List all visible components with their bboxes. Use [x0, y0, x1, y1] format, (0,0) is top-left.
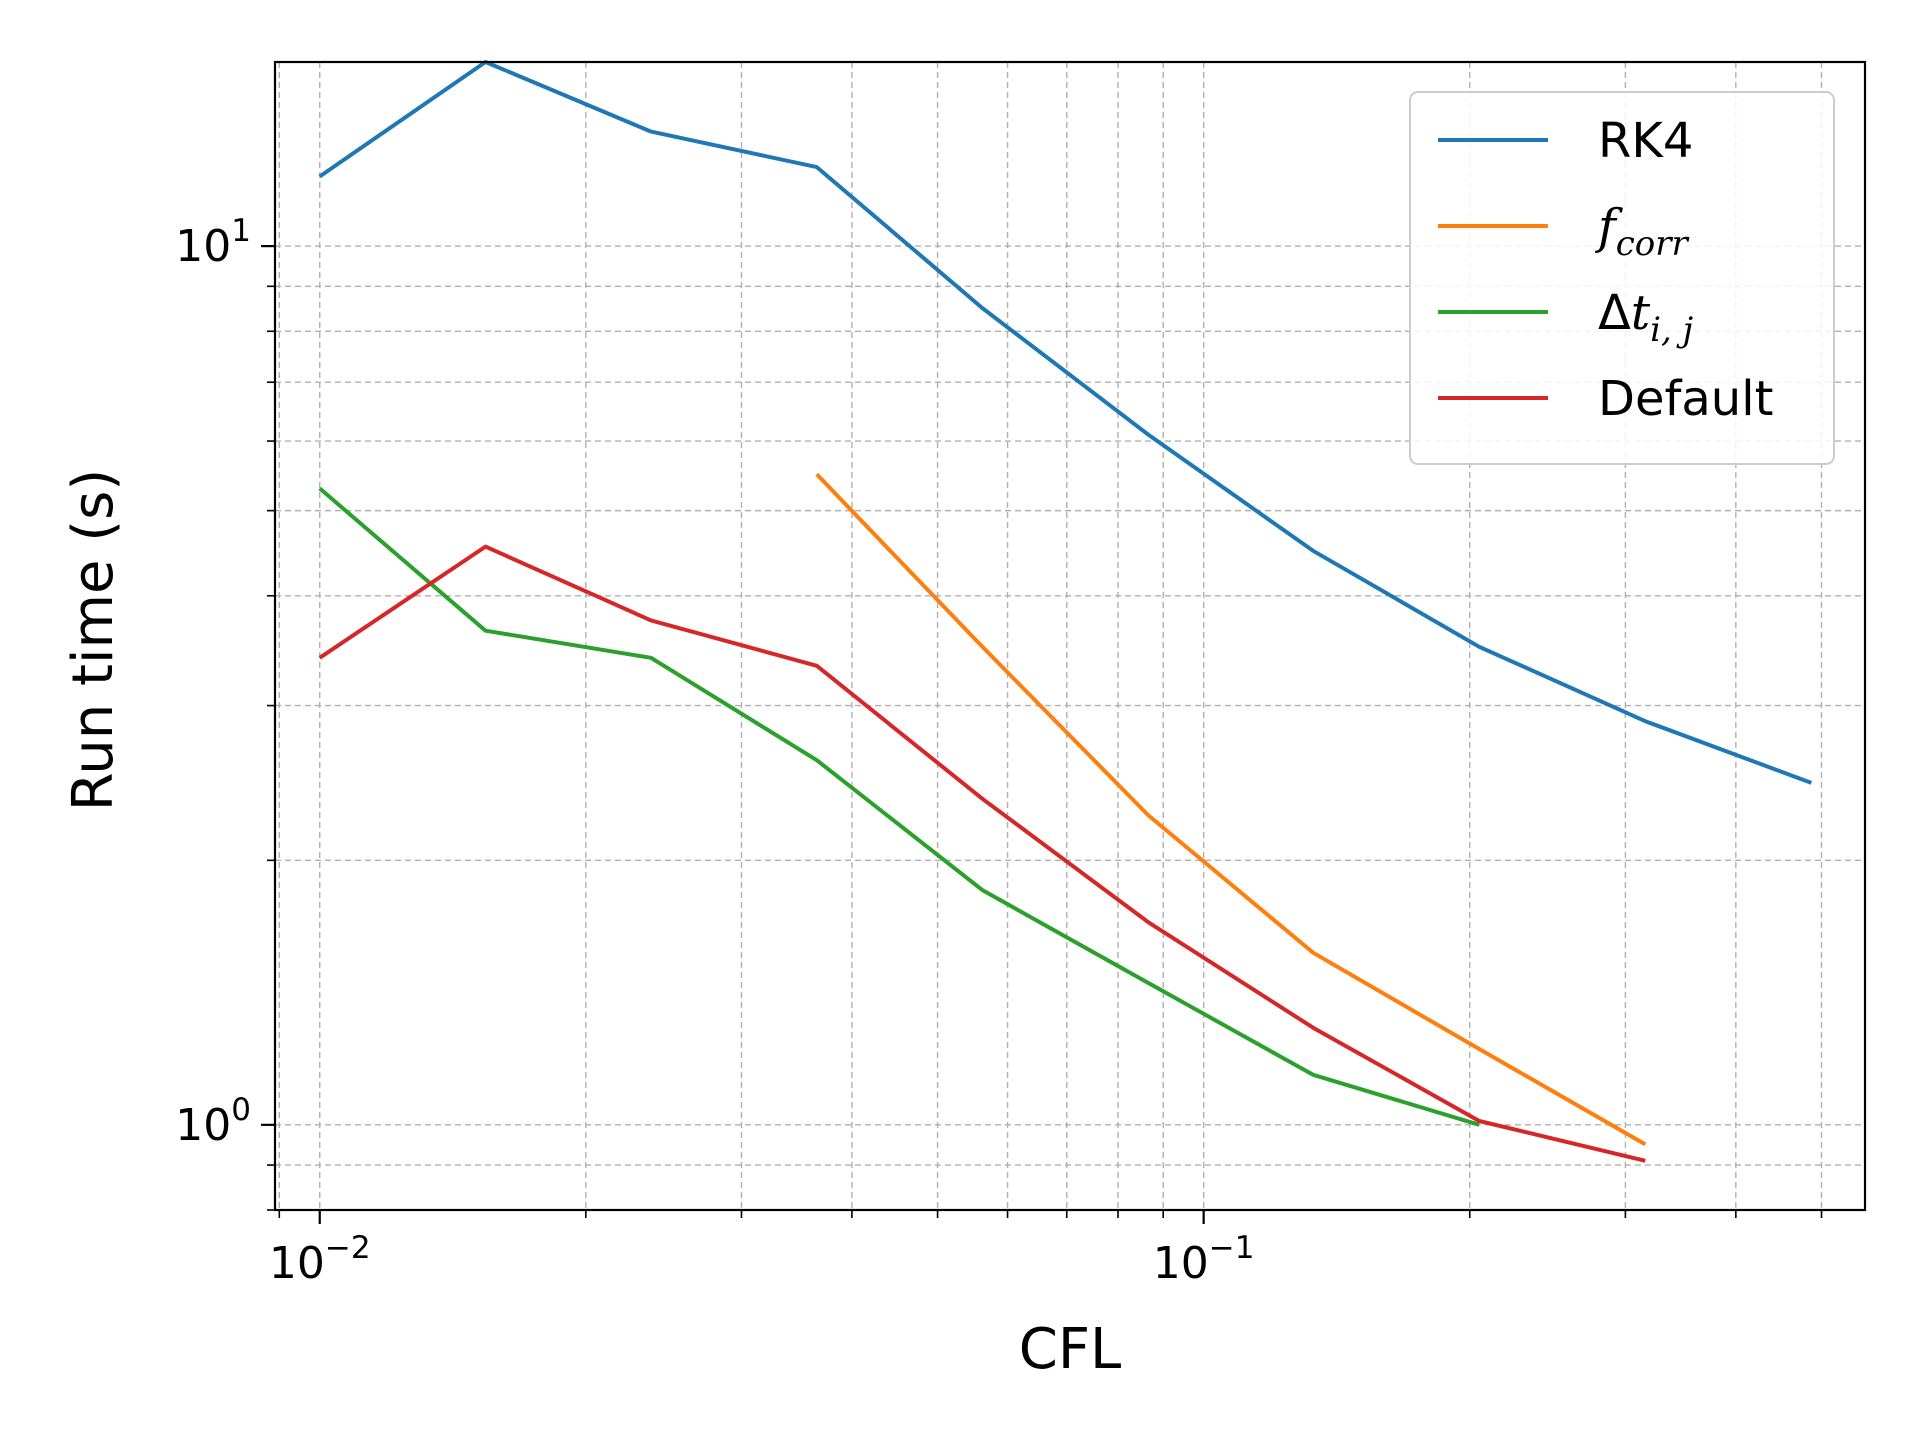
- plot-frame: [273, 60, 1867, 1212]
- series-line-2: [815, 472, 1647, 1147]
- y-axis-label: Run time (s): [61, 469, 126, 811]
- series-line-3: [318, 486, 1480, 1127]
- x-axis-label: CFL: [1019, 1317, 1122, 1382]
- x-tick-label: 10−1: [1153, 1230, 1255, 1289]
- legend-label: Δti, j: [1598, 285, 1694, 350]
- y-tick-label: 100: [175, 1092, 251, 1151]
- tick-labels: 10−2 10−1 100 101: [175, 213, 1254, 1289]
- legend-label: Default: [1598, 371, 1773, 427]
- x-tick-label: 10−2: [269, 1230, 371, 1289]
- legend-box: [1409, 91, 1835, 465]
- legend-label: RK4: [1598, 113, 1693, 169]
- axis-ticks: [261, 245, 1823, 1224]
- series-lines: [318, 60, 1813, 1163]
- y-tick-label: 101: [175, 213, 251, 272]
- series-line-1: [318, 60, 1813, 785]
- series-line-4: [318, 544, 1646, 1163]
